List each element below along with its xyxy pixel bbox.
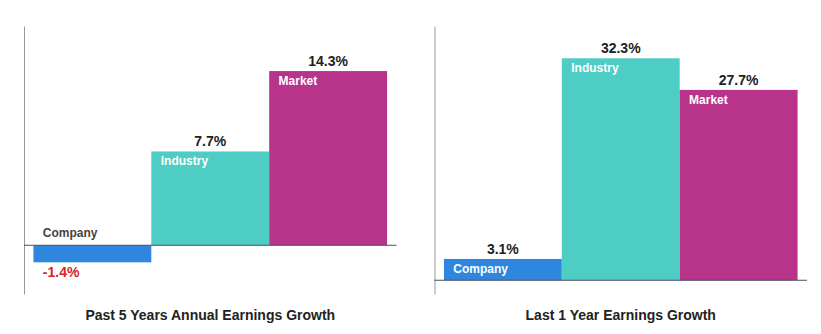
category-label: Industry: [571, 61, 619, 75]
bar: [33, 245, 151, 262]
y-axis: [435, 27, 436, 295]
y-axis: [24, 27, 25, 295]
data-label: -1.4%: [43, 264, 80, 280]
category-label: Company: [453, 262, 508, 276]
category-label: Company: [43, 226, 98, 240]
data-label: 27.7%: [719, 72, 759, 88]
labels: 3.1% Company 32.3% Industry 27.7% Market: [453, 40, 759, 275]
category-label: Industry: [161, 154, 209, 168]
bars: [33, 71, 387, 262]
labels: Company -1.4% 7.7% Industry 14.3% Market: [43, 53, 349, 280]
bar: [680, 90, 798, 280]
data-label: 7.7%: [194, 133, 226, 149]
chart-title: Last 1 Year Earnings Growth: [526, 307, 716, 323]
bar: [444, 259, 562, 280]
bar: [562, 58, 680, 280]
data-label: 14.3%: [308, 53, 348, 69]
category-label: Market: [689, 93, 728, 107]
zero-line: [24, 245, 397, 246]
y-axis-line: [24, 27, 25, 295]
data-label: 3.1%: [487, 241, 519, 257]
bar: [269, 71, 387, 245]
bar: [151, 151, 269, 245]
panel: 3.1% Company 32.3% Industry 27.7% Market Last …: [435, 27, 808, 324]
data-label: 32.3%: [601, 40, 641, 56]
category-label: Market: [279, 74, 318, 88]
bars: [444, 58, 798, 280]
zero-line: [435, 280, 808, 281]
chart-title: Past 5 Years Annual Earnings Growth: [85, 307, 335, 323]
chart-canvas: Company -1.4% 7.7% Industry 14.3% Market Past …: [0, 0, 821, 334]
y-axis-line: [435, 27, 436, 295]
panel: Company -1.4% 7.7% Industry 14.3% Market Past …: [24, 27, 397, 324]
